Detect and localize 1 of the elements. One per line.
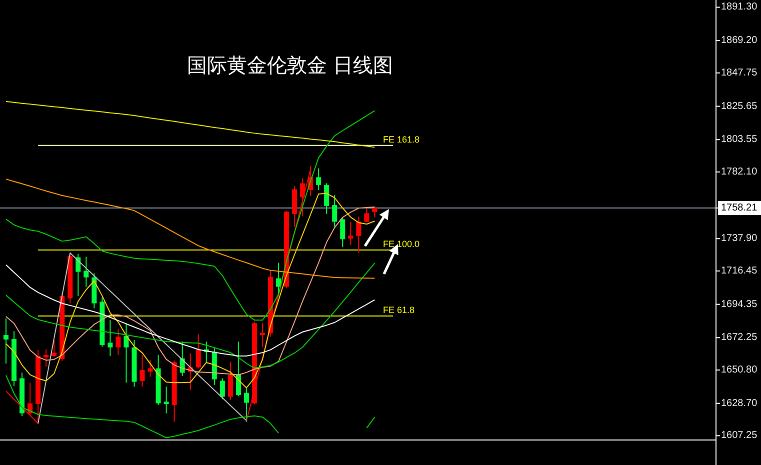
title: 国际黄金伦敦金 日线图 — [187, 55, 393, 77]
